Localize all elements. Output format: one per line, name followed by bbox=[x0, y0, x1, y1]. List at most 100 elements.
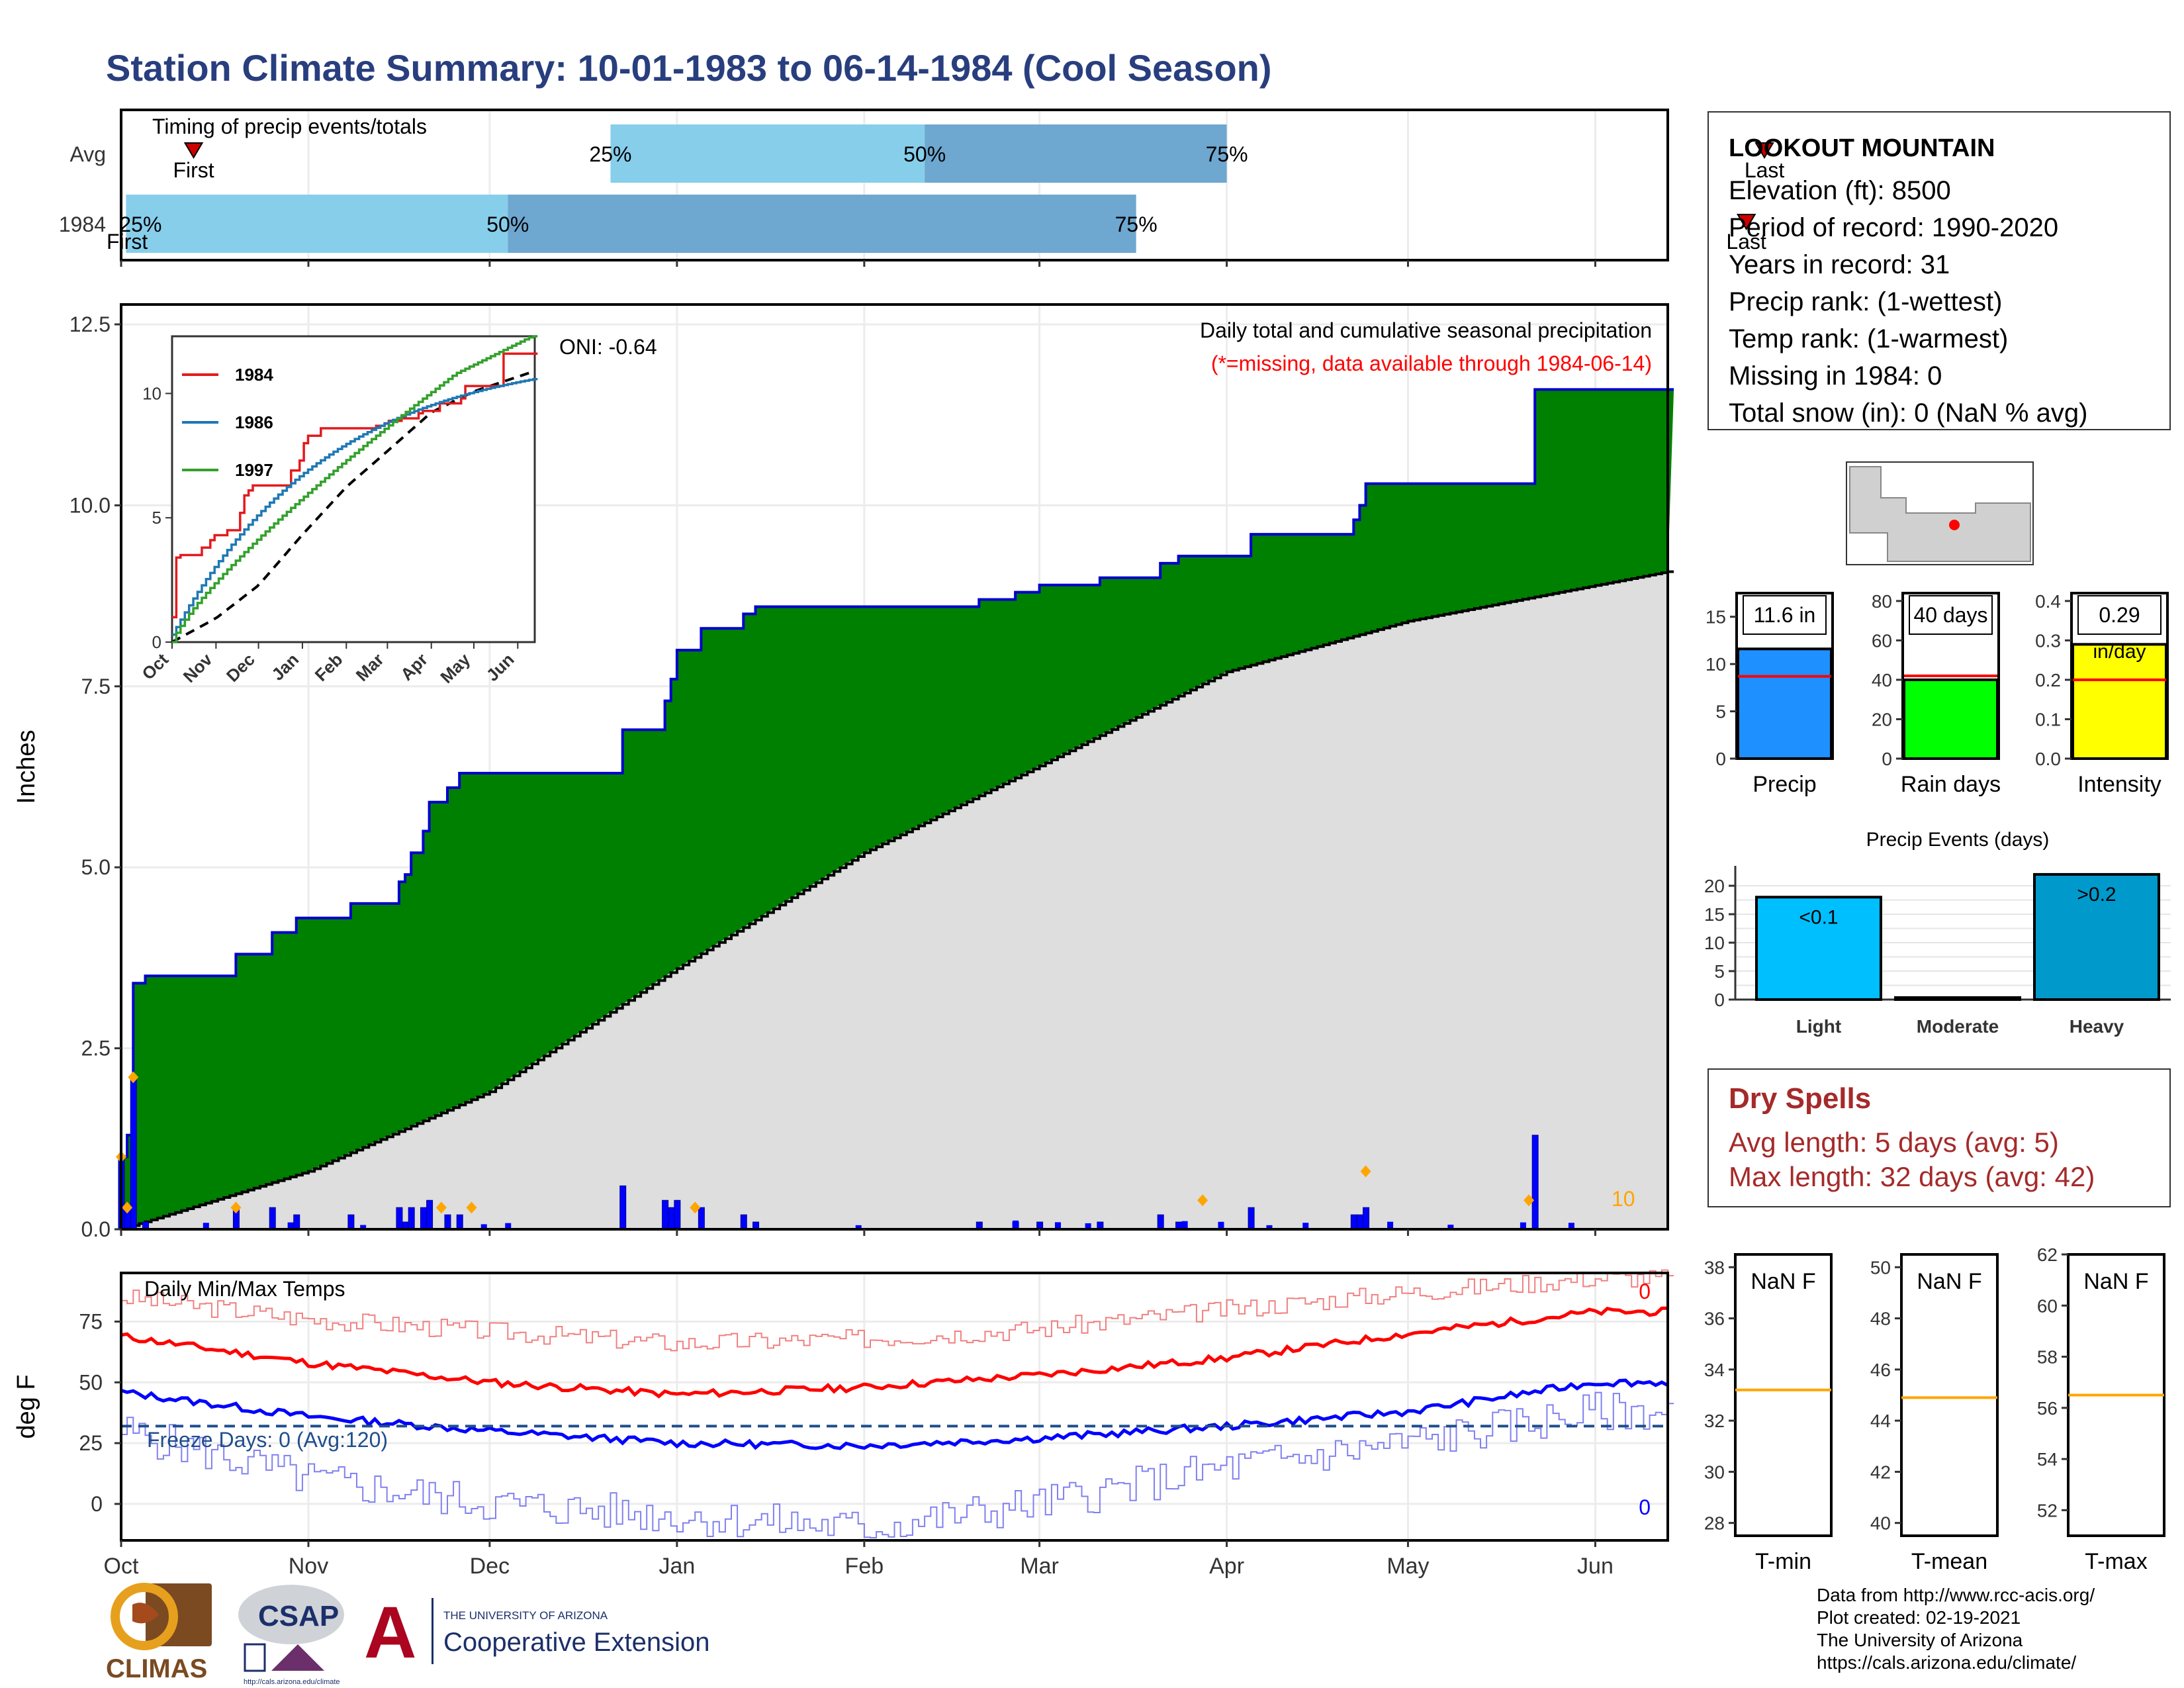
temp-panel-border bbox=[120, 1272, 1669, 1542]
daily-precip-bar bbox=[444, 1214, 451, 1230]
summary-bar-frame bbox=[2070, 592, 2169, 760]
inset-chart-frame bbox=[171, 335, 536, 643]
precip-events-category-label: Heavy bbox=[2070, 1016, 2124, 1037]
logos: CLIMAS CSAP http://cals.arizona.edu/clim… bbox=[106, 1583, 709, 1686]
summary-value-text: 0.29 bbox=[2099, 603, 2140, 627]
month-label: Nov bbox=[289, 1554, 328, 1579]
svg-text:http://cals.arizona.edu/climat: http://cals.arizona.edu/climate bbox=[244, 1678, 340, 1686]
precip-events-ytick-label: 15 bbox=[1704, 904, 1725, 925]
daily-precip-bar bbox=[668, 1207, 675, 1230]
temp-summary-ytick-label: 56 bbox=[2037, 1398, 2058, 1419]
summary-bar-ytick-label: 5 bbox=[1715, 702, 1726, 722]
precip-events-ytick-label: 0 bbox=[1714, 990, 1725, 1010]
daily-precip-bar bbox=[293, 1214, 300, 1230]
temp-summary-ytick-label: 30 bbox=[1704, 1462, 1725, 1482]
timing-1984-first-label: First bbox=[107, 230, 148, 254]
inset-line-1984 bbox=[172, 352, 538, 619]
timing-1984-50-label: 50% bbox=[486, 212, 529, 236]
timing-avg-first-marker bbox=[183, 142, 204, 159]
inset-line-1986 bbox=[172, 377, 538, 636]
temp-summary-ytick-label: 32 bbox=[1704, 1411, 1725, 1431]
daily-precip-bar bbox=[1350, 1214, 1357, 1230]
daily-precip-bar bbox=[1387, 1221, 1394, 1229]
precip-events-category-label: Light bbox=[1796, 1016, 1841, 1037]
timing-avg-bar-50-75 bbox=[925, 124, 1227, 183]
main-annotation-title: Daily total and cumulative seasonal prec… bbox=[1200, 318, 1652, 342]
main-chart-border bbox=[120, 303, 1669, 1231]
main-ylabel: Inches bbox=[13, 730, 40, 804]
month-label: May bbox=[1387, 1554, 1429, 1579]
daily-precip-bar bbox=[1013, 1220, 1019, 1229]
timing-1984-bar-50-75 bbox=[508, 195, 1136, 253]
station-info-line: Period of record: 1990-2020 bbox=[1729, 213, 2059, 242]
station-info-line: Total snow (in): 0 (NaN % avg) bbox=[1729, 399, 2088, 428]
average-max-line bbox=[120, 1306, 1668, 1399]
timing-avg-50-label: 50% bbox=[903, 142, 946, 166]
daily-precip-bar bbox=[1447, 1225, 1454, 1229]
daily-precip-bar bbox=[1302, 1223, 1309, 1229]
daily-precip-bar bbox=[698, 1223, 705, 1229]
record-low-line bbox=[121, 1391, 1674, 1538]
dry-spells-box: Dry Spells Avg length: 5 days (avg: 5) M… bbox=[1707, 1068, 2171, 1207]
station-info-box: LOOKOUT MOUNTAIN Elevation (ft): 8500 Pe… bbox=[1707, 111, 2171, 430]
average-cumulative-area bbox=[121, 571, 1668, 1229]
dry-spells-max: Max length: 32 days (avg: 42) bbox=[1729, 1161, 2095, 1192]
inset-legend-label: 1986 bbox=[235, 412, 273, 432]
daily-precip-bar bbox=[1181, 1221, 1188, 1229]
daily-precip-bar bbox=[408, 1207, 415, 1230]
inset-ytick-label: 5 bbox=[152, 508, 161, 528]
inset-average-line bbox=[171, 369, 535, 643]
daily-max-marker bbox=[435, 1201, 447, 1214]
timing-panel-border bbox=[120, 109, 1669, 261]
svg-text:Cooperative Extension: Cooperative Extension bbox=[443, 1628, 709, 1657]
daily-precip-bar bbox=[1363, 1224, 1369, 1229]
month-label: Jan bbox=[659, 1554, 695, 1579]
main-ytick-label: 12.5 bbox=[69, 312, 111, 336]
temp-summary-ytick-label: 48 bbox=[1870, 1309, 1891, 1329]
timing-avg-25-label: 25% bbox=[589, 142, 631, 166]
daily-precip-bar bbox=[426, 1199, 433, 1230]
svg-text:THE UNIVERSITY OF ARIZONA: THE UNIVERSITY OF ARIZONA bbox=[443, 1609, 608, 1622]
credit-line: Plot created: 02-19-2021 bbox=[1817, 1607, 2021, 1628]
station-name: LOOKOUT MOUNTAIN bbox=[1729, 134, 1995, 162]
summary-bar-ytick-label: 10 bbox=[1706, 654, 1726, 675]
temp-ylabel: deg F bbox=[13, 1374, 40, 1438]
timing-avg-bar-25-50 bbox=[610, 124, 925, 183]
summary-bar-label: Precip bbox=[1752, 772, 1816, 797]
timing-avg-75-label: 75% bbox=[1206, 142, 1248, 166]
daily-precip-bar bbox=[1266, 1225, 1273, 1229]
daily-precip-bar bbox=[1218, 1221, 1224, 1229]
summary-bar-2 bbox=[1903, 678, 1999, 761]
daily-precip-bar bbox=[360, 1225, 367, 1229]
inset-legend-label: 1997 bbox=[235, 460, 273, 480]
temp-ytick-label: 25 bbox=[79, 1431, 103, 1455]
station-info-line: Missing in 1984: 0 bbox=[1729, 361, 1942, 391]
summary-value-box bbox=[2077, 595, 2161, 635]
main-ytick-label: 2.5 bbox=[81, 1037, 111, 1060]
timing-1984-bar-25-50 bbox=[126, 195, 508, 253]
station-info-line: Elevation (ft): 8500 bbox=[1729, 176, 1951, 205]
daily-precip-bar bbox=[480, 1224, 487, 1229]
daily-precip-bar bbox=[1248, 1207, 1255, 1230]
summary-bar-3 bbox=[2071, 643, 2167, 761]
inset-ytick-label: 10 bbox=[142, 383, 161, 403]
summary-bar-ytick-label: 0.3 bbox=[2035, 630, 2061, 651]
temp-summary-ytick-label: 28 bbox=[1704, 1513, 1725, 1534]
temp-panel-title: Daily Min/Max Temps bbox=[144, 1277, 345, 1301]
daily-max-marker bbox=[690, 1201, 701, 1214]
svg-text:CLIMAS: CLIMAS bbox=[106, 1654, 207, 1683]
university-of-arizona-logo: A THE UNIVERSITY OF ARIZONA Cooperative … bbox=[364, 1592, 709, 1673]
summary-bar-ytick-label: 0.2 bbox=[2035, 670, 2061, 690]
main-ytick-label: 5.0 bbox=[81, 855, 111, 879]
main-ytick-label: 0.0 bbox=[81, 1217, 111, 1241]
daily-precip-bar bbox=[269, 1207, 276, 1230]
summary-bar-1 bbox=[1737, 647, 1833, 760]
summary-bar-ytick-label: 0 bbox=[1715, 749, 1726, 769]
precip-events-bar-moderate bbox=[1894, 996, 2021, 1001]
precip-events-bar-label: <0.1 bbox=[1799, 906, 1838, 928]
month-label: Oct bbox=[104, 1554, 139, 1579]
summary-value-text: 40 days bbox=[1913, 603, 1987, 627]
temp-summary-ytick-label: 62 bbox=[2037, 1244, 2058, 1265]
daily-precip-bar bbox=[347, 1214, 355, 1230]
oni-label: ONI: -0.64 bbox=[559, 335, 657, 359]
